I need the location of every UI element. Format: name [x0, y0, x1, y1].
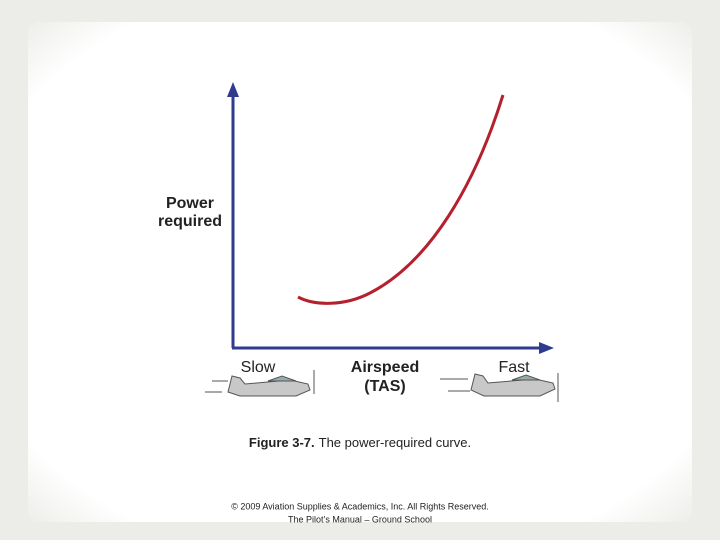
y-axis-label: required: [158, 213, 222, 230]
footer-line: © 2009 Aviation Supplies & Academics, In…: [231, 501, 489, 511]
x-axis-label: (TAS): [364, 378, 405, 395]
y-arrow: [227, 82, 239, 97]
fast-plane: [440, 373, 559, 402]
x-left-label: Slow: [241, 359, 276, 376]
footer-line: The Pilot’s Manual – Ground School: [288, 514, 432, 524]
y-axis-label: Power: [166, 195, 214, 212]
slide-body: [28, 22, 692, 522]
caption: Figure 3-7. The power-required curve.: [249, 435, 471, 450]
caption-text: The power-required curve.: [319, 435, 471, 450]
power-curve: [297, 94, 505, 305]
x-axis-label: Airspeed: [351, 359, 419, 376]
x-arrow: [539, 342, 554, 354]
caption-label: Figure 3-7.: [249, 435, 315, 450]
slow-plane: [205, 370, 315, 397]
x-right-label: Fast: [498, 359, 530, 376]
